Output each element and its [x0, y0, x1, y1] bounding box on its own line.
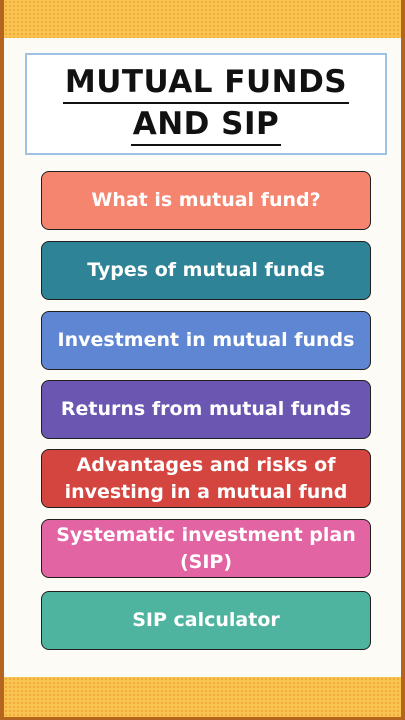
sip-calculator-button[interactable]: SIP calculator — [41, 591, 371, 650]
returns-from-mutual-funds-button[interactable]: Returns from mutual funds — [41, 380, 371, 439]
bottom-decorative-band — [4, 677, 401, 717]
advantages-and-risks-button[interactable]: Advantages and risks of investing in a m… — [41, 449, 371, 508]
investment-in-mutual-funds-button[interactable]: Investment in mutual funds — [41, 311, 371, 370]
systematic-investment-plan-button[interactable]: Systematic investment plan (SIP) — [41, 519, 371, 578]
title-card: MUTUAL FUNDS AND SIP — [25, 53, 387, 155]
page-title-line-1: MUTUAL FUNDS — [62, 62, 350, 104]
page-title-line-2: AND SIP — [130, 104, 282, 146]
top-decorative-band — [4, 0, 401, 38]
types-of-mutual-funds-button[interactable]: Types of mutual funds — [41, 241, 371, 300]
what-is-mutual-fund-button[interactable]: What is mutual fund? — [41, 171, 371, 230]
